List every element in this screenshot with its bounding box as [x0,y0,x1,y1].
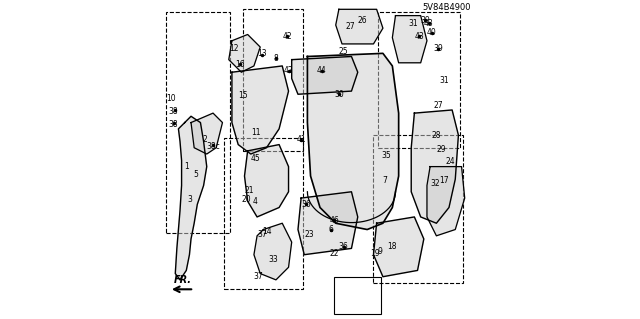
Polygon shape [392,16,427,63]
Polygon shape [232,66,289,154]
Text: 39: 39 [420,16,430,25]
Text: 3: 3 [187,195,192,204]
Polygon shape [427,167,465,236]
Text: 26: 26 [358,16,367,25]
Text: 29: 29 [436,145,446,154]
Text: 42: 42 [282,32,292,41]
Text: 35: 35 [381,151,391,160]
Text: 37: 37 [257,230,267,239]
Text: 7: 7 [382,176,387,185]
Text: 43: 43 [414,32,424,41]
Text: 2: 2 [203,135,207,145]
Text: 36: 36 [301,200,310,209]
Text: 31: 31 [440,76,449,85]
Text: 32: 32 [430,179,440,189]
Polygon shape [254,223,292,280]
Text: 30: 30 [334,90,344,99]
Text: 16: 16 [235,60,244,69]
Text: 37: 37 [254,272,264,281]
Text: 23: 23 [304,230,314,239]
Text: 20: 20 [241,195,251,204]
Text: 44: 44 [317,66,326,75]
Text: 25: 25 [339,47,348,56]
Text: 5: 5 [193,170,198,179]
Text: 1: 1 [184,162,189,171]
Text: 28: 28 [431,131,441,140]
Text: 10: 10 [166,94,175,103]
Text: 4: 4 [253,197,258,206]
Polygon shape [298,192,358,255]
Text: 38c: 38c [206,142,220,151]
Text: 43: 43 [424,19,433,28]
Text: 8: 8 [273,54,278,63]
Text: 38: 38 [169,120,179,129]
Polygon shape [191,113,223,154]
Text: 38: 38 [169,107,179,116]
Text: 46: 46 [330,216,339,225]
Text: 14: 14 [262,226,271,236]
Text: 27: 27 [345,22,355,31]
Polygon shape [307,53,399,230]
Text: 42: 42 [284,66,293,75]
Text: 33: 33 [268,255,278,264]
Polygon shape [244,145,289,217]
Text: 11: 11 [251,128,260,137]
Polygon shape [374,217,424,277]
Text: 21: 21 [244,186,254,195]
Text: 9: 9 [378,247,382,256]
Polygon shape [292,56,358,94]
Text: 27: 27 [433,101,443,110]
Text: 40: 40 [427,28,436,37]
Text: 5V84B4900: 5V84B4900 [422,4,471,12]
Text: 12: 12 [228,44,238,53]
Text: 36: 36 [339,242,348,251]
Text: 13: 13 [257,49,267,58]
Text: 24: 24 [445,157,456,167]
Text: 15: 15 [238,91,248,100]
Text: 45: 45 [251,154,260,163]
Polygon shape [228,34,260,72]
Polygon shape [336,9,383,44]
Text: 39: 39 [433,44,443,53]
Text: 18: 18 [388,242,397,251]
Text: 17: 17 [440,176,449,185]
Polygon shape [412,110,458,223]
Polygon shape [175,116,207,280]
Text: 22: 22 [330,249,339,258]
Text: 41: 41 [296,135,306,145]
Text: FR.: FR. [174,275,192,285]
Text: 19: 19 [371,249,380,258]
Text: 6: 6 [328,225,333,234]
Text: 31: 31 [408,19,418,28]
